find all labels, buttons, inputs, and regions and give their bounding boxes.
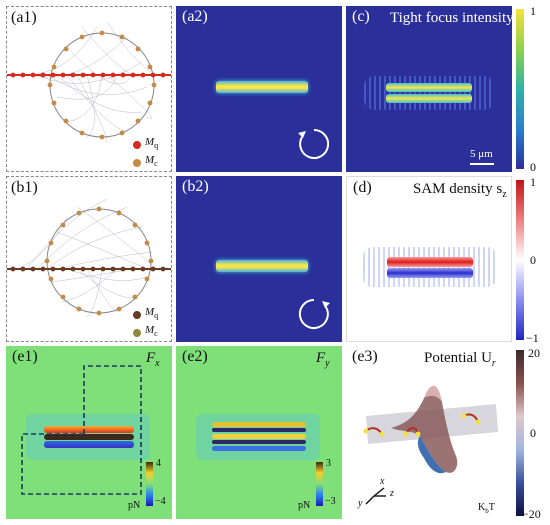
colorbar-e3-tick-mid: 0 bbox=[530, 426, 536, 440]
quadrant-outline-e1 bbox=[21, 365, 142, 495]
panel-label-a1: (a1) bbox=[11, 9, 37, 26]
force-band-e1-mid bbox=[44, 434, 134, 440]
colorbar-e2-tick-min: −3 bbox=[325, 496, 336, 507]
panel-label-c: (c) bbox=[352, 8, 370, 25]
panel-e2: 3 −3 pN (e2) Fy bbox=[176, 346, 342, 519]
sam-fringes bbox=[363, 247, 497, 287]
colorbar-d bbox=[516, 180, 524, 340]
scale-bar-label: 5 μm bbox=[470, 148, 493, 160]
colorbar-e1-tick-max: 4 bbox=[156, 458, 161, 469]
colorbar-d-tick-min: −1 bbox=[526, 331, 539, 345]
sam-negative-band bbox=[387, 268, 473, 278]
panel-title-d: SAM density sz bbox=[413, 181, 507, 200]
axis-label-y: y bbox=[358, 498, 363, 509]
panel-b1: (b1) Mq Mc bbox=[6, 176, 172, 342]
legend-marker-b1-mq bbox=[133, 311, 141, 319]
panel-label-a2: (a2) bbox=[182, 8, 208, 25]
sam-positive-band bbox=[387, 257, 473, 267]
focus-line-top bbox=[386, 83, 472, 92]
colorbar-e2-tick-max: 3 bbox=[326, 458, 331, 469]
panel-label-d: (d) bbox=[353, 179, 372, 196]
legend-marker-mc bbox=[133, 159, 141, 167]
poincare-diagram-a1 bbox=[7, 21, 171, 143]
axis-label-z: z bbox=[390, 488, 394, 499]
panel-label-e3: (e3) bbox=[352, 348, 378, 365]
beam-line-a2 bbox=[216, 81, 308, 93]
colorbar-c-tick-min: 0 bbox=[530, 160, 536, 174]
poincare-diagram-b1 bbox=[7, 198, 171, 318]
panel-e1: 4 −4 pN (e1) Fx bbox=[6, 346, 172, 519]
unit-label-e3: KbT bbox=[478, 502, 495, 515]
legend-entry-mc: Mc bbox=[145, 154, 158, 169]
focus-line-bottom bbox=[386, 94, 472, 103]
force-band-e2-2 bbox=[212, 428, 306, 432]
beam-line-b2 bbox=[216, 260, 308, 272]
legend-entry-b1-mq: Mq bbox=[145, 306, 159, 321]
panel-title-c: Tight focus intensity bbox=[390, 10, 512, 26]
colorbar-c bbox=[516, 9, 524, 169]
force-band-e2-4 bbox=[212, 440, 306, 444]
unit-label-e1: pN bbox=[128, 500, 141, 511]
colorbar-d-tick-max: 1 bbox=[530, 175, 536, 189]
legend-marker-b1-mc bbox=[133, 329, 141, 337]
legend-marker-mq bbox=[133, 141, 141, 149]
circular-polarization-icon-a2 bbox=[298, 128, 330, 159]
colorbar-e2 bbox=[316, 462, 323, 506]
colorbar-c-tick-max: 1 bbox=[530, 4, 536, 18]
focus-fringes bbox=[364, 76, 494, 110]
panel-a1: (a1) Mq Mc bbox=[6, 6, 172, 172]
panel-b2: (b2) bbox=[176, 176, 342, 342]
scale-bar-line bbox=[470, 163, 494, 165]
panel-e3: x y z (e3) Potential Ur KbT bbox=[346, 346, 512, 519]
force-band-e2-5 bbox=[212, 446, 306, 451]
panel-d: (d) SAM density sz bbox=[346, 176, 512, 342]
unit-label-e2: pN bbox=[298, 500, 311, 511]
panel-a2: (a2) bbox=[176, 6, 342, 172]
colorbar-e3 bbox=[516, 350, 524, 516]
panel-label-e1: (e1) bbox=[12, 348, 38, 365]
circular-polarization-icon-b2 bbox=[298, 298, 330, 329]
panel-title-e3: Potential Ur bbox=[424, 350, 496, 369]
axis-label-x: x bbox=[380, 476, 385, 487]
colorbar-d-tick-mid: 0 bbox=[530, 253, 536, 267]
legend-entry-b1-mc: Mc bbox=[145, 324, 158, 339]
colorbar-e3-tick-max: 20 bbox=[528, 346, 540, 360]
panel-label-b2: (b2) bbox=[182, 178, 209, 195]
potential-surface-e3 bbox=[363, 385, 498, 505]
legend-entry-mq: Mq bbox=[145, 136, 159, 151]
colorbar-e3-tick-min: −20 bbox=[522, 507, 541, 521]
panel-c: 5 μm (c) Tight focus intensity bbox=[346, 6, 512, 172]
force-band-e1-bottom bbox=[44, 441, 134, 448]
panel-label-e2: (e2) bbox=[182, 348, 208, 365]
force-band-e2-3 bbox=[212, 434, 306, 439]
colorbar-e1-tick-min: −4 bbox=[155, 496, 166, 507]
panel-title-e2: Fy bbox=[316, 350, 330, 369]
force-band-e1-top bbox=[44, 426, 134, 433]
force-band-e2-1 bbox=[212, 422, 306, 427]
panel-title-e1: Fx bbox=[146, 350, 160, 369]
panel-label-b1: (b1) bbox=[11, 179, 38, 196]
colorbar-e1 bbox=[146, 462, 153, 506]
